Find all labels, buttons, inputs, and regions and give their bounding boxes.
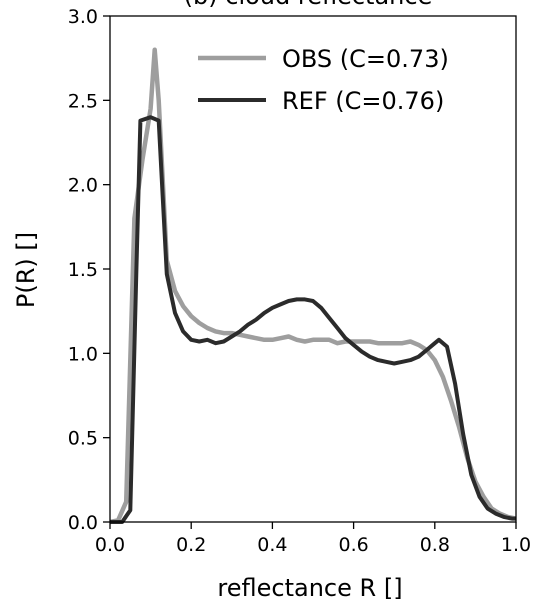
x-ticks: 0.0 0.2 0.4 0.6 0.8 1.0 <box>95 522 531 556</box>
chart-title: (b) cloud reflectance <box>184 0 433 10</box>
x-tick-label: 0.8 <box>420 534 450 556</box>
legend: OBS (C=0.73) REF (C=0.76) <box>198 45 449 115</box>
legend-label-1: REF (C=0.76) <box>282 87 444 115</box>
series-line-1 <box>110 115 516 524</box>
x-tick-label: 0.2 <box>176 534 206 556</box>
y-tick-label: 0.0 <box>68 512 98 534</box>
y-tick-label: 1.5 <box>68 259 98 281</box>
x-tick-label: 0.4 <box>257 534 287 556</box>
y-tick-label: 0.5 <box>68 428 98 450</box>
axes-layer: 0.0 0.2 0.4 0.6 0.8 1.0 0.0 0.5 1.0 1.5 2.0 2.5 3.0 <box>68 6 531 556</box>
legend-label-0: OBS (C=0.73) <box>282 45 449 73</box>
y-tick-label: 1.0 <box>68 343 98 365</box>
y-tick-label: 3.0 <box>68 6 98 28</box>
y-axis-label: P(R) [] <box>12 232 40 308</box>
x-tick-label: 1.0 <box>501 534 531 556</box>
y-tick-label: 2.5 <box>68 90 98 112</box>
series-layer <box>109 47 517 525</box>
x-tick-label: 0.0 <box>95 534 125 556</box>
x-tick-label: 0.6 <box>338 534 368 556</box>
y-ticks: 0.0 0.5 1.0 1.5 2.0 2.5 3.0 <box>68 6 110 534</box>
series-line-0 <box>109 47 517 525</box>
y-tick-label: 2.0 <box>68 175 98 197</box>
x-axis-label: reflectance R [] <box>217 574 402 602</box>
